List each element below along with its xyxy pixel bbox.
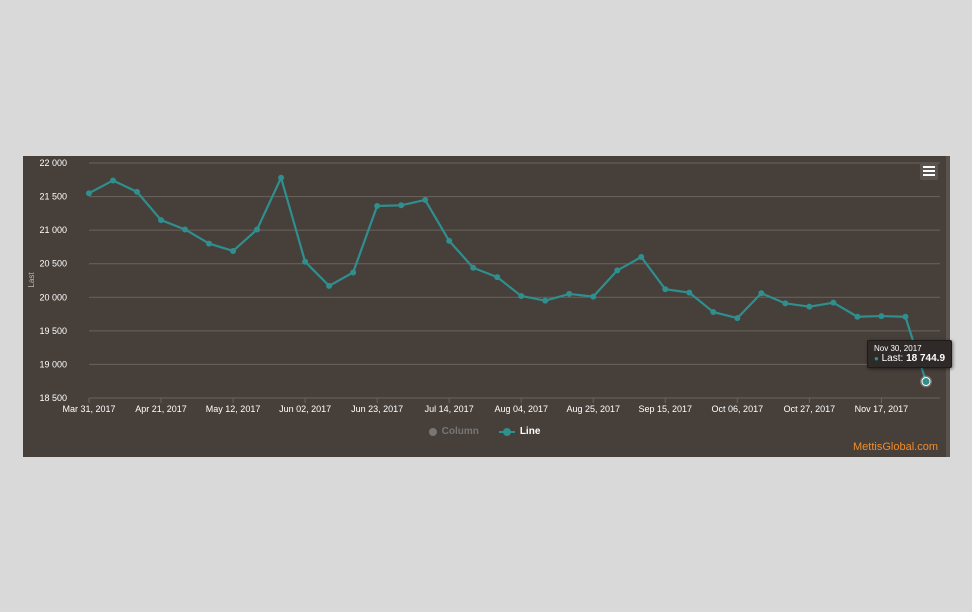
data-point[interactable] — [350, 269, 357, 276]
data-point[interactable] — [662, 286, 669, 293]
x-tick-label: Oct 06, 2017 — [712, 404, 764, 414]
hamburger-menu-icon — [923, 166, 935, 168]
data-point[interactable] — [326, 282, 333, 289]
data-point[interactable] — [230, 247, 237, 254]
series-line — [88, 176, 928, 382]
y-tick-label: 19 500 — [39, 326, 67, 336]
chart-legend: Column Line — [23, 426, 946, 437]
data-tooltip: Nov 30, 2017 ● Last: 18 744.9 — [867, 340, 953, 368]
x-tick-label: Aug 25, 2017 — [566, 404, 620, 414]
data-point[interactable] — [921, 377, 931, 387]
series-line-layer — [86, 174, 932, 388]
data-point[interactable] — [638, 254, 645, 260]
x-tick-label: Jul 14, 2017 — [425, 404, 474, 414]
data-point[interactable] — [86, 190, 92, 197]
data-point[interactable] — [758, 290, 765, 297]
data-point[interactable] — [806, 303, 813, 310]
data-point[interactable] — [518, 292, 525, 299]
data-point[interactable] — [398, 202, 405, 209]
legend-marker-column — [428, 427, 437, 436]
data-point[interactable] — [182, 226, 189, 233]
x-tick-label: Oct 27, 2017 — [784, 404, 836, 414]
chart-panel: Last 18 500 19 000 19 500 20 000 20 500 21 00… — [23, 156, 953, 457]
x-tick-label: Apr 21, 2017 — [135, 404, 187, 414]
x-tick-label: Jun 23, 2017 — [351, 404, 403, 414]
data-point[interactable] — [686, 289, 693, 296]
data-point[interactable] — [710, 309, 717, 316]
legend-item-line[interactable]: Line — [498, 426, 541, 437]
data-point[interactable] — [254, 226, 261, 233]
y-tick-label: 21 000 — [39, 225, 67, 235]
hamburger-menu-icon-bar — [923, 170, 935, 172]
line-chart: Last 18 500 19 000 19 500 20 000 20 500 21 00… — [27, 158, 940, 414]
legend-marker-line — [498, 427, 515, 436]
data-point[interactable] — [422, 196, 429, 203]
data-point[interactable] — [278, 174, 285, 181]
y-tick-label: 18 500 — [39, 393, 67, 403]
x-tick-label: Sep 15, 2017 — [639, 404, 693, 414]
data-point[interactable] — [446, 237, 453, 244]
x-tick-label: Mar 31, 2017 — [62, 404, 115, 414]
tooltip-series-label: Last: — [881, 353, 904, 364]
data-point[interactable] — [494, 274, 501, 281]
tooltip-value: 18 744.9 — [906, 353, 946, 364]
y-axis-tick-labels: 18 500 19 000 19 500 20 000 20 500 21 000 21 5… — [39, 158, 67, 403]
x-tick-label: May 12, 2017 — [206, 404, 261, 414]
y-tick-label: 19 000 — [39, 359, 67, 369]
grid-lines — [89, 162, 940, 399]
data-point[interactable] — [590, 293, 597, 300]
data-point[interactable] — [206, 240, 213, 247]
data-point[interactable] — [782, 300, 789, 307]
x-axis-tick-labels: Mar 31, 2017 Apr 21, 2017 May 12, 2017 Jun … — [62, 398, 908, 414]
data-point[interactable] — [566, 290, 573, 297]
data-point[interactable] — [734, 315, 741, 322]
data-point[interactable] — [902, 313, 909, 320]
data-point[interactable] — [854, 313, 861, 320]
data-point[interactable] — [542, 297, 549, 304]
tooltip-body: ● Last: 18 744.9 — [874, 353, 945, 364]
chart-menu-button[interactable] — [920, 162, 938, 180]
data-point[interactable] — [158, 217, 165, 224]
legend-item-column[interactable]: Column — [428, 426, 479, 437]
credit-link[interactable]: MettisGlobal.com — [853, 441, 938, 453]
y-tick-label: 21 500 — [39, 192, 67, 202]
data-point[interactable] — [374, 202, 381, 209]
data-point[interactable] — [110, 177, 117, 184]
data-point[interactable] — [830, 299, 837, 306]
y-tick-label: 20 500 — [39, 259, 67, 269]
x-tick-label: Jun 02, 2017 — [279, 404, 331, 414]
data-point[interactable] — [470, 264, 477, 271]
legend-label-column: Column — [441, 426, 479, 437]
data-point[interactable] — [134, 188, 141, 195]
legend-label-line: Line — [519, 426, 541, 437]
data-point[interactable] — [878, 313, 885, 320]
tooltip-date: Nov 30, 2017 — [874, 344, 922, 353]
y-tick-label: 20 000 — [39, 292, 67, 302]
y-axis-title: Last — [27, 272, 36, 288]
y-tick-label: 22 000 — [39, 158, 67, 168]
tooltip-series-dot-icon: ● — [874, 354, 879, 363]
x-tick-label: Aug 04, 2017 — [494, 404, 548, 414]
hamburger-menu-icon-bar — [923, 174, 935, 176]
x-tick-label: Nov 17, 2017 — [855, 404, 909, 414]
data-point[interactable] — [614, 267, 621, 274]
data-point[interactable] — [302, 258, 309, 265]
